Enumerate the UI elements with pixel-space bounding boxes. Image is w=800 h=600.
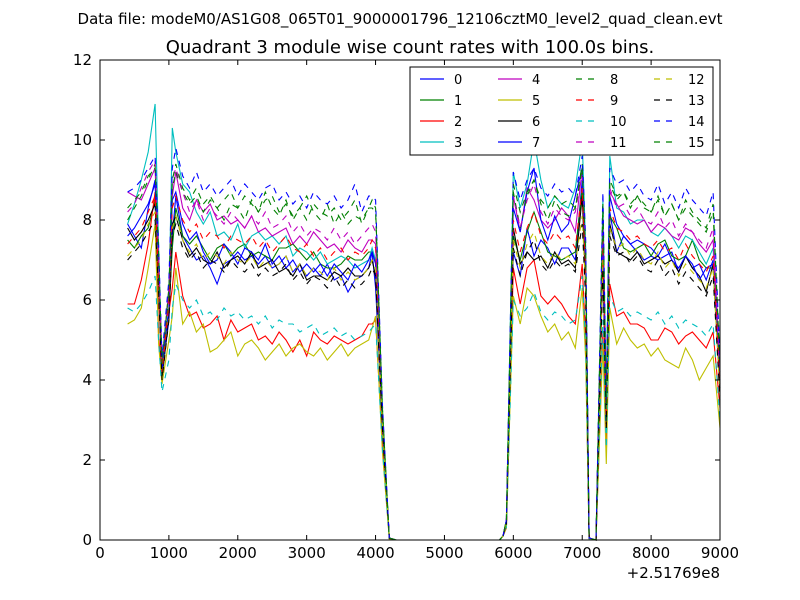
y-tick-label: 6 bbox=[82, 291, 92, 309]
suptitle: Data file: modeM0/AS1G08_065T01_90000017… bbox=[78, 10, 723, 29]
legend-label-7: 7 bbox=[532, 136, 540, 151]
series-line-3 bbox=[127, 103, 721, 541]
legend-label-13: 13 bbox=[688, 94, 705, 109]
x-tick-label: 6000 bbox=[494, 544, 532, 562]
series-line-8 bbox=[127, 163, 721, 541]
y-tick-label: 4 bbox=[82, 371, 92, 389]
legend-label-8: 8 bbox=[610, 73, 618, 88]
y-tick-label: 2 bbox=[82, 451, 92, 469]
x-tick-label: 7000 bbox=[563, 544, 601, 562]
x-tick-label: 1000 bbox=[150, 544, 188, 562]
legend-label-2: 2 bbox=[454, 115, 462, 130]
series-line-5 bbox=[127, 223, 721, 541]
series-line-13 bbox=[127, 218, 721, 541]
series-line-11 bbox=[127, 158, 721, 541]
legend-label-5: 5 bbox=[532, 94, 540, 109]
legend-label-14: 14 bbox=[688, 115, 705, 130]
chart-title: Quadrant 3 module wise count rates with … bbox=[166, 37, 655, 58]
axis-ticks: 0 1000 2000 3000 4000 5000 6000 7000 8000 9000 0 2 4… bbox=[73, 51, 739, 562]
x-tick-label: 9000 bbox=[701, 544, 739, 562]
legend-label-11: 11 bbox=[610, 136, 627, 151]
x-axis-offset-label: +2.51769e8 bbox=[627, 564, 720, 582]
series-line-6 bbox=[127, 195, 721, 541]
y-tick-label: 0 bbox=[82, 531, 92, 549]
legend-label-9: 9 bbox=[610, 94, 618, 109]
y-tick-label: 10 bbox=[73, 131, 92, 149]
legend-label-1: 1 bbox=[454, 94, 462, 109]
legend-label-12: 12 bbox=[688, 73, 705, 88]
x-tick-label: 2000 bbox=[219, 544, 257, 562]
legend-label-15: 15 bbox=[688, 136, 705, 151]
x-tick-label: 0 bbox=[95, 544, 105, 562]
series-line-1 bbox=[127, 187, 721, 541]
y-tick-label: 12 bbox=[73, 51, 92, 69]
x-tick-label: 8000 bbox=[632, 544, 670, 562]
legend-label-10: 10 bbox=[610, 115, 627, 130]
legend-label-3: 3 bbox=[454, 136, 462, 151]
x-tick-label: 4000 bbox=[356, 544, 394, 562]
series-line-10 bbox=[127, 275, 721, 541]
series-line-9 bbox=[127, 187, 721, 541]
series-line-15 bbox=[127, 163, 721, 541]
legend-label-0: 0 bbox=[454, 73, 462, 88]
series-line-12 bbox=[127, 210, 721, 541]
legend-label-4: 4 bbox=[532, 73, 540, 88]
legend-box bbox=[409, 66, 714, 156]
x-tick-label: 3000 bbox=[288, 544, 326, 562]
y-tick-label: 8 bbox=[82, 211, 92, 229]
series-layer bbox=[127, 103, 721, 541]
x-tick-label: 5000 bbox=[425, 544, 463, 562]
legend-label-6: 6 bbox=[532, 115, 540, 130]
